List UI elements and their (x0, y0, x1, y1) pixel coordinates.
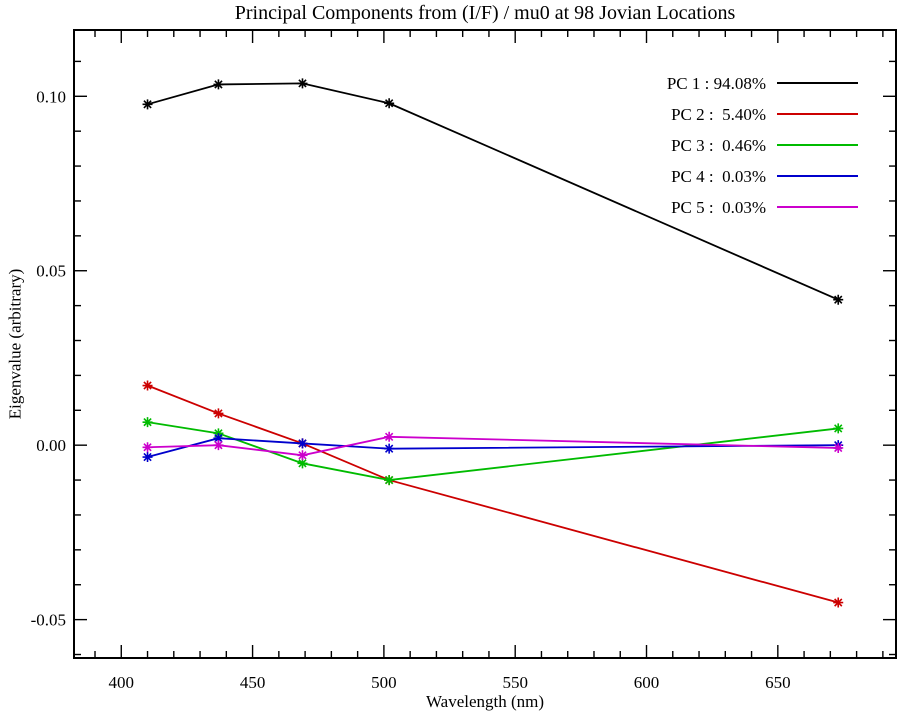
series-marker-pc3 (384, 475, 395, 486)
series-marker-pc5 (384, 431, 395, 442)
series-marker-pc5 (213, 440, 224, 451)
series-marker-pc4 (142, 452, 153, 463)
y-tick-label: -0.05 (31, 611, 66, 630)
series-marker-pc1 (297, 78, 308, 89)
x-tick-label: 450 (240, 673, 266, 692)
x-tick-label: 600 (634, 673, 660, 692)
x-tick-label: 550 (502, 673, 528, 692)
y-tick-label: 0.00 (36, 436, 66, 455)
series-marker-pc2 (142, 380, 153, 391)
chart-title: Principal Components from (I/F) / mu0 at… (234, 2, 736, 24)
x-tick-label: 650 (765, 673, 791, 692)
legend-label-pc4: PC 4 : 0.03% (671, 167, 766, 186)
series-marker-pc4 (297, 438, 308, 449)
series-marker-pc1 (384, 98, 395, 109)
series-marker-pc5 (297, 450, 308, 461)
series-marker-pc3 (297, 458, 308, 469)
series-marker-pc4 (384, 443, 395, 454)
x-axis-label: Wavelength (nm) (425, 692, 545, 711)
legend-label-pc2: PC 2 : 5.40% (671, 105, 766, 124)
legend (777, 82, 858, 208)
series-marker-pc3 (833, 423, 844, 434)
legend-label-pc5: PC 5 : 0.03% (671, 198, 766, 217)
series-marker-pc1 (142, 99, 153, 110)
series-marker-pc1 (833, 294, 844, 305)
series-line-pc2 (147, 384, 839, 604)
series-marker-pc2 (213, 408, 224, 419)
series-marker-pc1 (213, 79, 224, 90)
series-marker-pc5 (833, 442, 844, 453)
x-tick-label: 400 (109, 673, 135, 692)
series-marker-pc5 (142, 442, 153, 453)
series-marker-pc3 (142, 417, 153, 428)
series-marker-pc2 (833, 597, 844, 608)
series-marker-pc4 (213, 433, 224, 444)
y-tick-label: 0.05 (36, 262, 66, 281)
plot-border (73, 29, 897, 659)
series-line-pc3 (147, 421, 839, 481)
legend-label-pc3: PC 3 : 0.46% (671, 136, 766, 155)
legend-label-pc1: PC 1 : 94.08% (667, 74, 766, 93)
x-tick-label: 500 (371, 673, 397, 692)
y-tick-label: 0.10 (36, 87, 66, 106)
